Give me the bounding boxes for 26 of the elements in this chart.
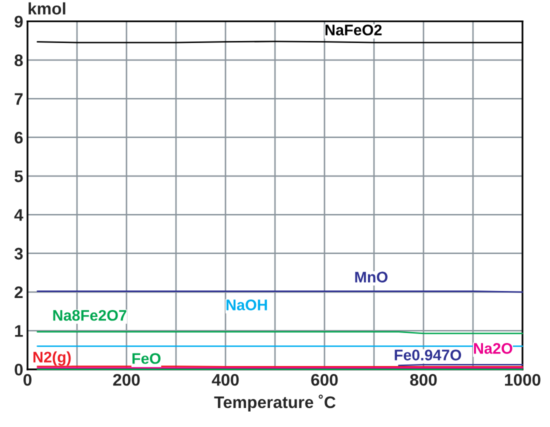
x-tick-label: 0: [24, 374, 32, 386]
y-tick-label: 7: [14, 93, 23, 105]
x-tick-label: 200: [113, 374, 140, 386]
y-tick-label: 8: [14, 54, 23, 66]
y-tick-label: 9: [14, 16, 23, 28]
series-label: FeO: [132, 353, 161, 364]
text: NaOH: [226, 300, 267, 310]
y-tick-label: 5: [14, 170, 23, 182]
y-axis-title: kmol: [28, 2, 66, 15]
y-tick-label: 2: [14, 286, 23, 298]
y-tick-label: 3: [14, 248, 23, 260]
x-tick-label: 600: [311, 374, 338, 386]
series-label: Fe0.947O: [394, 350, 462, 360]
x-tick-label: 400: [212, 374, 239, 386]
series-label: N2(g): [33, 351, 71, 366]
series-label: Na2O: [474, 343, 512, 354]
y-tick-label: 6: [14, 132, 23, 144]
series-label: Na8Fe2O7: [53, 310, 126, 321]
series-label: NaFeO2: [326, 24, 382, 36]
y-tick-label: 0: [14, 364, 23, 376]
y-tick-label: 4: [14, 209, 24, 221]
series-label: MnO: [355, 272, 388, 283]
y-tick-label: 1: [15, 325, 23, 337]
x-tick-label: 1000: [505, 374, 540, 386]
x-axis-title: Temperature ˚C: [214, 394, 336, 412]
x-tick-label: 800: [410, 374, 437, 386]
